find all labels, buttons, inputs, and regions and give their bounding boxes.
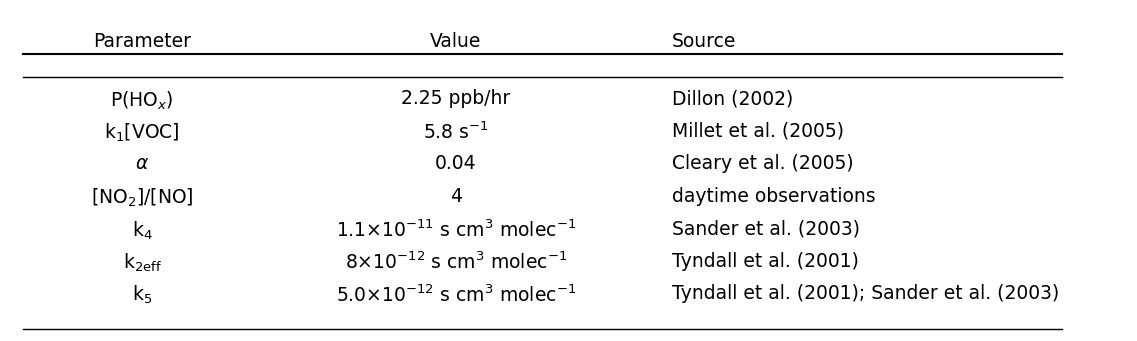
Text: 2.25 ppb/hr: 2.25 ppb/hr bbox=[401, 89, 511, 108]
Text: $\alpha$: $\alpha$ bbox=[135, 154, 149, 173]
Text: Value: Value bbox=[430, 32, 481, 51]
Text: 4: 4 bbox=[450, 187, 462, 206]
Text: 5.8 s$^{-1}$: 5.8 s$^{-1}$ bbox=[423, 122, 489, 143]
Text: Sander et al. (2003): Sander et al. (2003) bbox=[672, 219, 860, 238]
Text: [NO$_2$]/[NO]: [NO$_2$]/[NO] bbox=[91, 187, 193, 209]
Text: P(HO$_x$): P(HO$_x$) bbox=[110, 89, 174, 112]
Text: daytime observations: daytime observations bbox=[672, 187, 875, 206]
Text: 8×10$^{-12}$ s cm$^3$ molec$^{-1}$: 8×10$^{-12}$ s cm$^3$ molec$^{-1}$ bbox=[345, 252, 567, 273]
Text: Parameter: Parameter bbox=[93, 32, 191, 51]
Text: Tyndall et al. (2001); Sander et al. (2003): Tyndall et al. (2001); Sander et al. (20… bbox=[672, 284, 1060, 303]
Text: Dillon (2002): Dillon (2002) bbox=[672, 89, 794, 108]
Text: k$_5$: k$_5$ bbox=[132, 284, 152, 307]
Text: Millet et al. (2005): Millet et al. (2005) bbox=[672, 122, 844, 141]
Text: Cleary et al. (2005): Cleary et al. (2005) bbox=[672, 154, 854, 173]
Text: k$_1$[VOC]: k$_1$[VOC] bbox=[105, 122, 180, 144]
Text: k$_{2\mathrm{eff}}$: k$_{2\mathrm{eff}}$ bbox=[123, 252, 161, 274]
Text: 1.1×10$^{-11}$ s cm$^3$ molec$^{-1}$: 1.1×10$^{-11}$ s cm$^3$ molec$^{-1}$ bbox=[335, 219, 575, 241]
Text: k$_4$: k$_4$ bbox=[132, 219, 152, 241]
Text: Tyndall et al. (2001): Tyndall et al. (2001) bbox=[672, 252, 858, 271]
Text: 5.0×10$^{-12}$ s cm$^3$ molec$^{-1}$: 5.0×10$^{-12}$ s cm$^3$ molec$^{-1}$ bbox=[335, 284, 575, 306]
Text: Source: Source bbox=[672, 32, 737, 51]
Text: 0.04: 0.04 bbox=[435, 154, 476, 173]
